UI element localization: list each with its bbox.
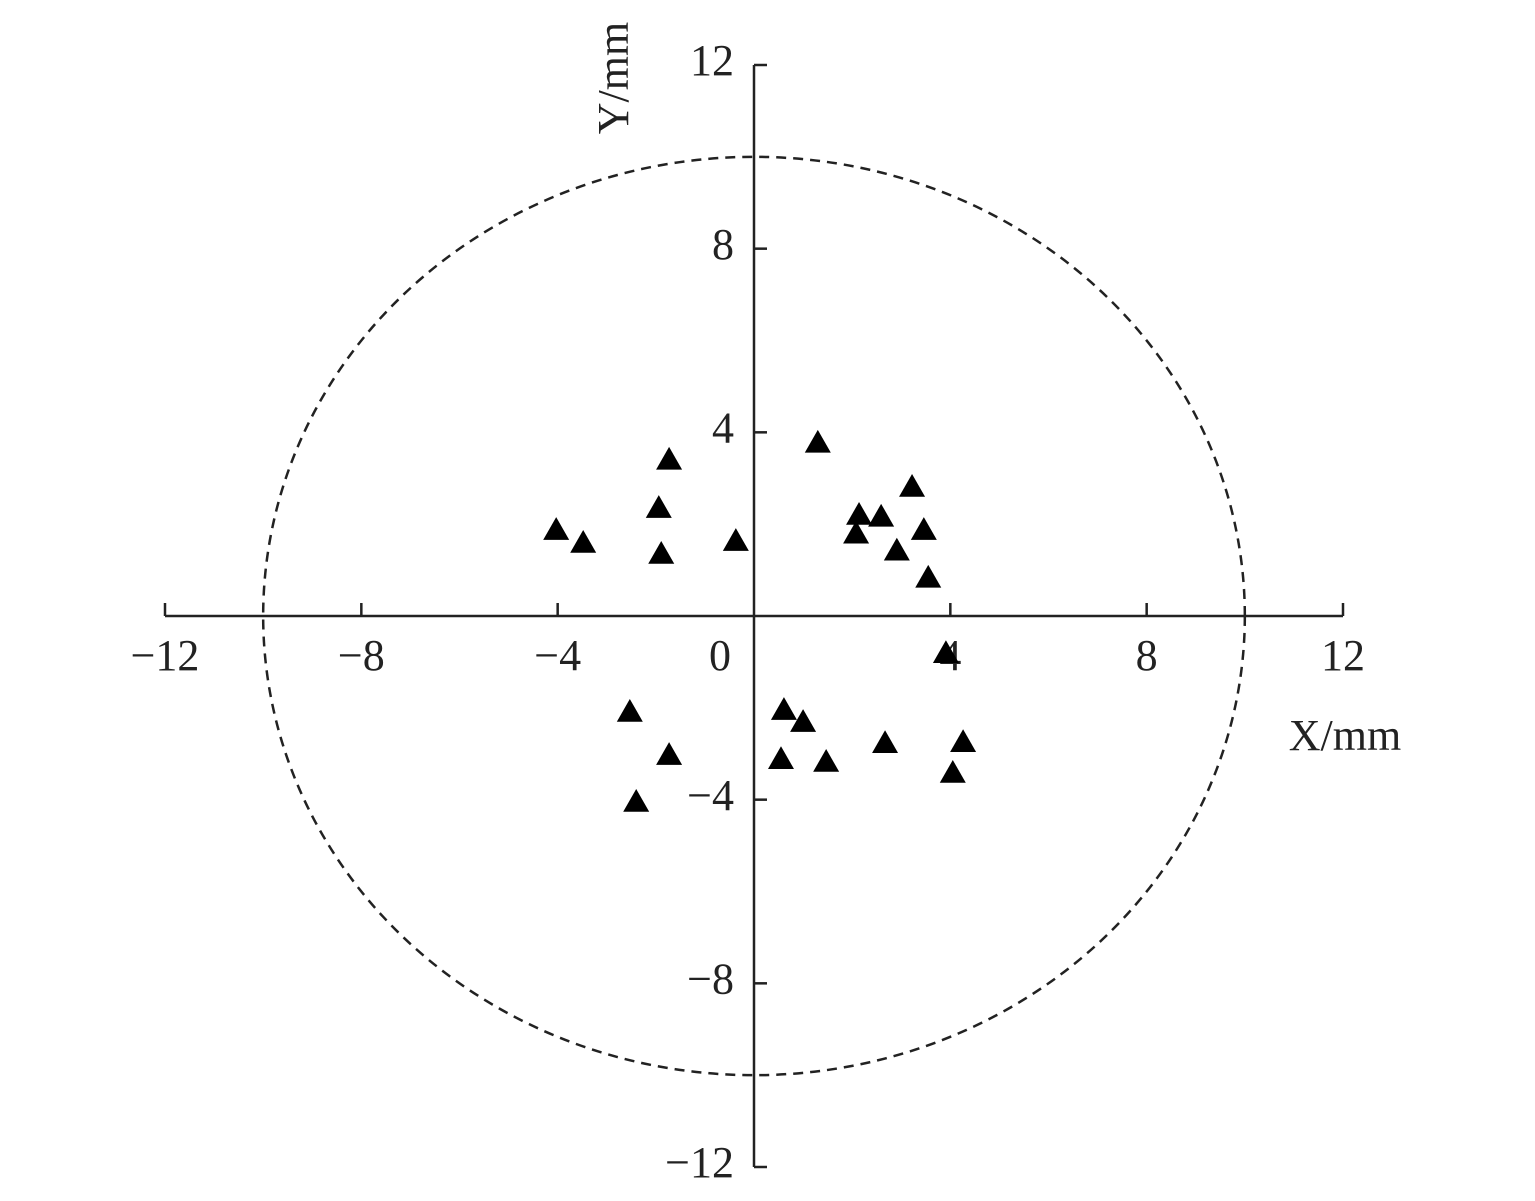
point [770, 697, 797, 720]
x-tick-label: −8 [338, 631, 385, 680]
x-axis-label: X/mm [1289, 711, 1401, 760]
y-tick-label: −12 [665, 1138, 734, 1187]
point [645, 495, 672, 518]
point [767, 746, 794, 770]
point [915, 564, 942, 588]
point [932, 640, 959, 663]
point [790, 709, 817, 732]
y-tick-label: −8 [687, 954, 734, 1003]
y-tick-label: 4 [712, 403, 734, 452]
point [656, 742, 683, 765]
x-tick-label: −4 [534, 631, 581, 680]
point [648, 541, 675, 564]
point [868, 503, 895, 527]
point [570, 529, 597, 553]
y-tick-label: 8 [712, 220, 734, 269]
point [950, 729, 977, 753]
point [722, 528, 749, 551]
y-tick-label: 12 [690, 36, 734, 85]
y-tick-label: −4 [687, 771, 734, 820]
y-axis-label: Y/mm [589, 22, 638, 134]
point [616, 698, 643, 722]
point [883, 537, 910, 561]
point [872, 730, 899, 753]
point [846, 501, 873, 525]
point [543, 517, 570, 540]
point [939, 760, 966, 783]
point [813, 749, 840, 772]
reference-circle [261, 155, 1247, 1077]
x-tick-label: 12 [1321, 631, 1365, 680]
point [623, 788, 650, 812]
x-tick-label: 0 [709, 631, 731, 680]
point [656, 446, 683, 470]
point [804, 429, 831, 453]
point [910, 517, 937, 540]
x-tick-label: −12 [131, 631, 200, 680]
x-tick-label: 8 [1136, 631, 1158, 680]
point [843, 520, 870, 544]
point [899, 473, 926, 497]
